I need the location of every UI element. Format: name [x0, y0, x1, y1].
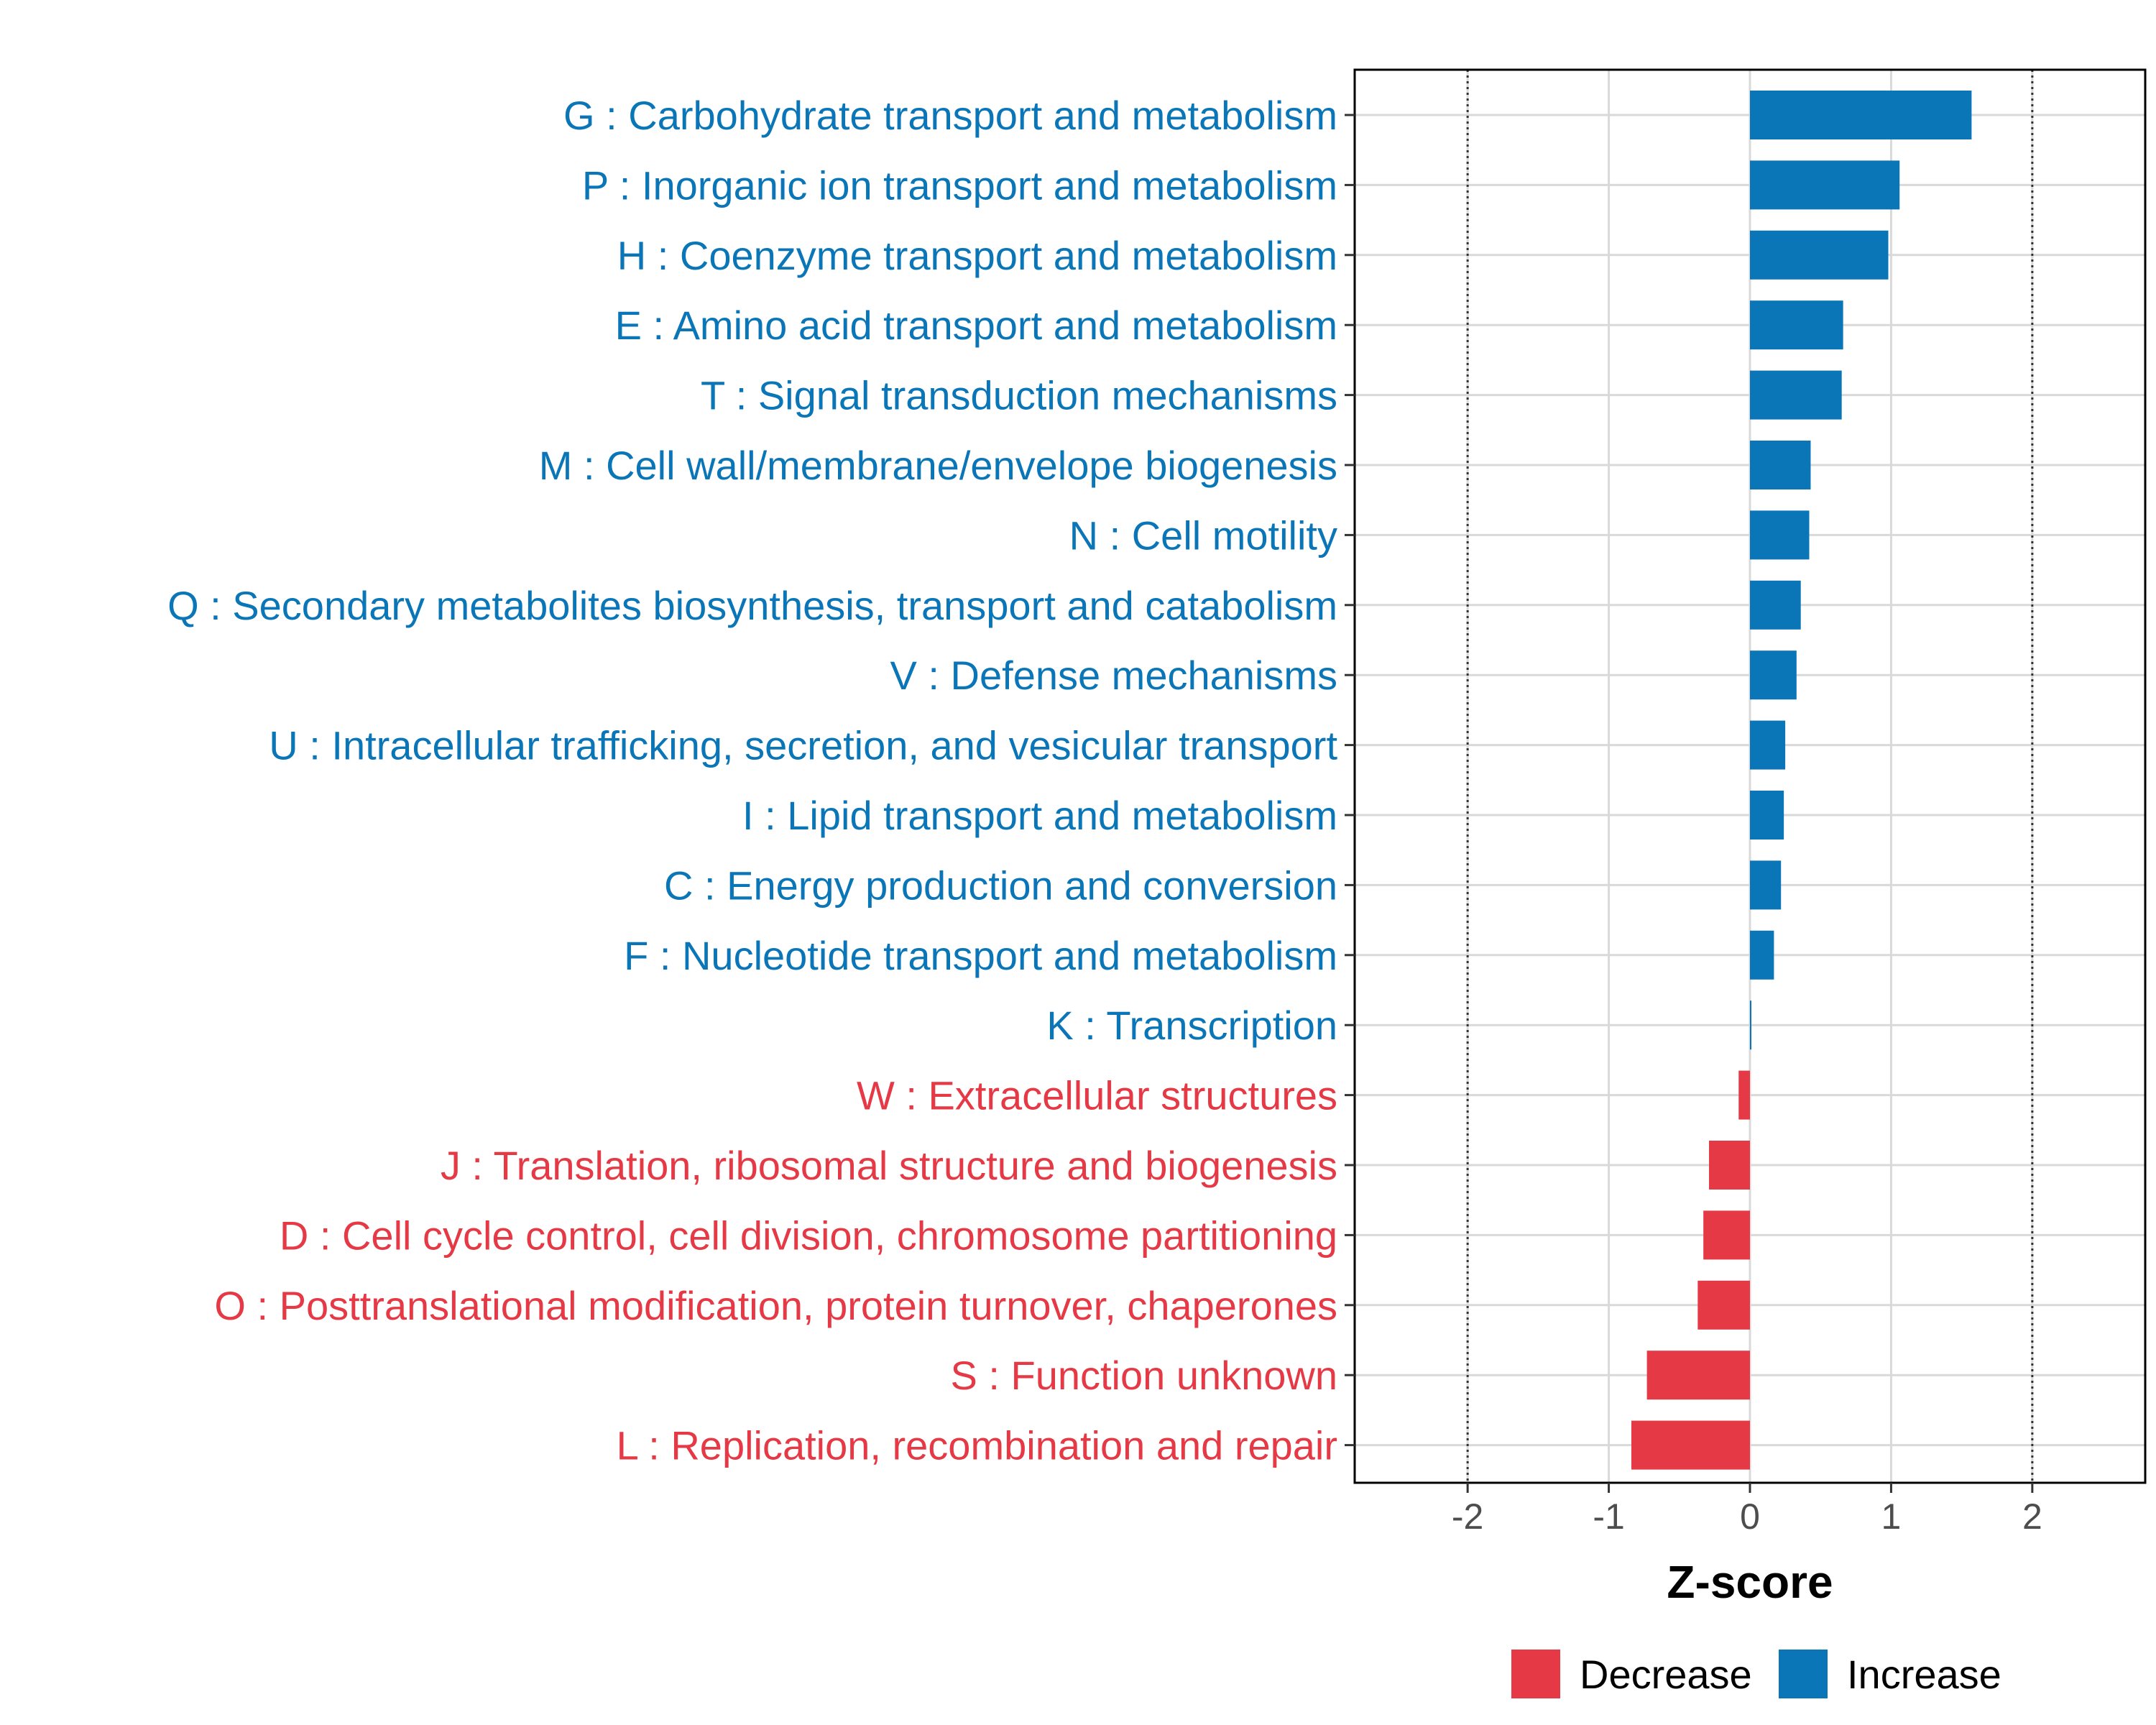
category-label: D : Cell cycle control, cell division, c…	[280, 1213, 1337, 1258]
category-label: W : Extracellular structures	[857, 1073, 1337, 1118]
bar	[1631, 1420, 1750, 1470]
bar	[1750, 160, 1900, 210]
bar	[1750, 930, 1774, 980]
category-label: Q : Secondary metabolites biosynthesis, …	[167, 583, 1337, 628]
x-tick-label: 1	[1881, 1496, 1902, 1537]
category-label: H : Coenzyme transport and metabolism	[617, 233, 1337, 278]
bar	[1750, 720, 1786, 770]
legend: Decrease Increase	[1511, 1650, 2001, 1698]
category-label: U : Intracellular trafficking, secretion…	[269, 723, 1337, 768]
bar	[1750, 510, 1810, 560]
bar	[1709, 1141, 1750, 1190]
legend-label: Increase	[1847, 1652, 2001, 1697]
bar	[1750, 300, 1843, 350]
x-tick-label: 0	[1740, 1496, 1760, 1537]
bar	[1750, 370, 1842, 420]
legend-swatch	[1511, 1650, 1560, 1698]
category-label: I : Lipid transport and metabolism	[742, 793, 1337, 838]
x-tick-label: -1	[1593, 1496, 1624, 1537]
bar	[1646, 1351, 1750, 1400]
legend-swatch	[1779, 1650, 1828, 1698]
category-label: N : Cell motility	[1069, 512, 1337, 558]
x-tick-label: -2	[1452, 1496, 1483, 1537]
category-label: C : Energy production and conversion	[664, 862, 1337, 908]
bar	[1750, 441, 1811, 489]
x-tick-label: 2	[2022, 1496, 2042, 1537]
bar	[1750, 791, 1784, 840]
category-label: T : Signal transduction mechanisms	[701, 373, 1337, 418]
category-label: L : Replication, recombination and repai…	[617, 1423, 1337, 1468]
bar	[1750, 230, 1889, 280]
bar	[1750, 580, 1801, 630]
category-label: K : Transcription	[1046, 1003, 1337, 1048]
category-label: G : Carbohydrate transport and metabolis…	[563, 93, 1337, 138]
category-label: M : Cell wall/membrane/envelope biogenes…	[539, 443, 1337, 488]
bar	[1750, 1000, 1751, 1050]
bar	[1697, 1280, 1750, 1330]
legend-label: Decrease	[1580, 1652, 1752, 1697]
category-label: O : Posttranslational modification, prot…	[214, 1283, 1337, 1328]
category-label: F : Nucleotide transport and metabolism	[624, 933, 1337, 978]
category-label: E : Amino acid transport and metabolism	[615, 303, 1337, 348]
bars	[1631, 91, 1972, 1470]
bar	[1703, 1210, 1750, 1260]
bar	[1738, 1070, 1750, 1120]
category-label: S : Function unknown	[950, 1353, 1337, 1398]
category-label: V : Defense mechanisms	[890, 653, 1337, 698]
bar	[1750, 91, 1972, 139]
category-labels: G : Carbohydrate transport and metabolis…	[167, 93, 1337, 1468]
bar	[1750, 860, 1782, 910]
category-label: P : Inorganic ion transport and metaboli…	[582, 162, 1337, 208]
bar	[1750, 650, 1797, 700]
category-label: J : Translation, ribosomal structure and…	[441, 1143, 1337, 1188]
axis-ticks: -2 -1 0 1 2	[1345, 114, 2042, 1537]
x-axis-title: Z-score	[1667, 1556, 1833, 1608]
